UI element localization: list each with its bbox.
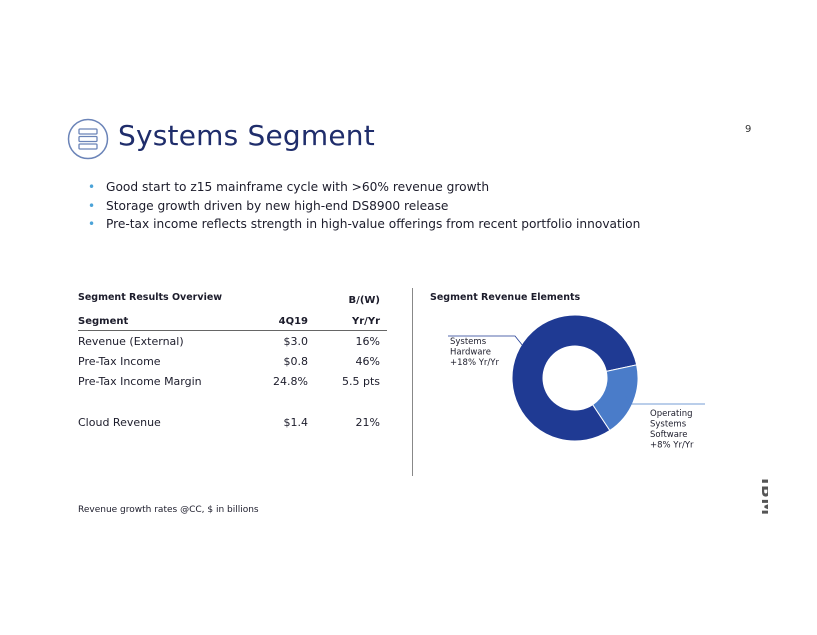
donut-slice-operating-systems-software: [592, 364, 639, 432]
section-divider: [412, 288, 413, 476]
table-row: Revenue (External) $3.0 16%: [78, 335, 387, 351]
donut-label-operating-systems-software: Operating Systems Software +8% Yr/Yr: [650, 409, 694, 451]
table-row: Pre-Tax Income $0.8 46%: [78, 355, 387, 371]
column-header-segment: Segment: [78, 316, 129, 327]
bullet-item: Storage growth driven by new high-end DS…: [88, 197, 640, 216]
column-header-yryr: Yr/Yr: [352, 316, 380, 327]
donut-slice-systems-hardware: [511, 314, 638, 442]
table-row: Cloud Revenue $1.4 21%: [78, 416, 387, 432]
donut-chart: Systems Hardware +18% Yr/Yr Operating System…: [448, 314, 705, 451]
row-change: 21%: [355, 416, 380, 429]
row-change: 16%: [355, 335, 380, 348]
donut-label-systems-hardware: Systems Hardware +18% Yr/Yr: [450, 337, 499, 368]
footnote: Revenue growth rates @CC, $ in billions: [78, 505, 259, 515]
row-label: Cloud Revenue: [78, 416, 161, 429]
row-label: Revenue (External): [78, 335, 184, 348]
header-rule: [78, 330, 387, 331]
table-heading: Segment Results Overview: [78, 292, 223, 303]
ibm-logo: IBM: [742, 477, 768, 516]
bullet-list: Good start to z15 mainframe cycle with >…: [88, 178, 640, 234]
row-change: 46%: [355, 355, 380, 368]
row-value: $0.8: [283, 355, 309, 368]
column-header-quarter: 4Q19: [278, 316, 308, 327]
chart-title: Segment Revenue Elements: [430, 292, 581, 303]
page-title: Systems Segment: [118, 119, 375, 152]
row-value: 24.8%: [273, 375, 308, 388]
row-label: Pre-Tax Income: [78, 355, 161, 368]
bullet-item: Pre-tax income reflects strength in high…: [88, 215, 640, 234]
row-value: $1.4: [283, 416, 309, 429]
table-row: Pre-Tax Income Margin 24.8% 5.5 pts: [78, 375, 387, 391]
row-change: 5.5 pts: [341, 375, 380, 388]
leader-line-systems-hardware: [448, 335, 524, 347]
column-header-bw: B/(W): [348, 295, 380, 306]
server-stack-icon: [67, 118, 109, 160]
ibm-logo-text: IBM: [757, 478, 768, 516]
row-label: Pre-Tax Income Margin: [78, 375, 202, 388]
bullet-item: Good start to z15 mainframe cycle with >…: [88, 178, 640, 197]
leader-line-operating-systems-software: [624, 395, 705, 405]
row-value: $3.0: [283, 335, 309, 348]
page-number: 9: [745, 124, 752, 135]
